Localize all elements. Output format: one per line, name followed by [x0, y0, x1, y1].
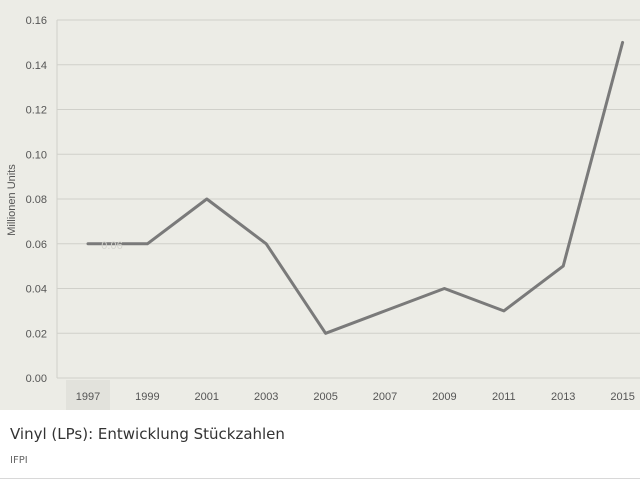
data-point[interactable]	[440, 285, 448, 293]
data-point[interactable]	[619, 38, 627, 46]
y-tick-label: 0.06	[26, 239, 47, 251]
y-axis-label: Millionen Units	[6, 164, 18, 236]
y-tick-labels: 0.00 0.02 0.04 0.06 0.08 0.10 0.12 0.14 0.16	[26, 15, 47, 385]
x-tick-label[interactable]: 2009	[432, 391, 456, 403]
chart-source: IFPI	[10, 455, 28, 466]
x-tick-label[interactable]: 2005	[313, 391, 337, 403]
data-point[interactable]	[322, 329, 330, 337]
x-tick-label[interactable]: 1999	[135, 391, 159, 403]
x-tick-label[interactable]: 2013	[551, 391, 575, 403]
y-tick-label: 0.10	[26, 149, 47, 161]
x-tick-label[interactable]: 1997	[76, 391, 100, 403]
data-point[interactable]	[559, 262, 567, 270]
data-point[interactable]	[203, 195, 211, 203]
tooltip-value: 0.06	[101, 240, 122, 252]
footer-divider	[0, 478, 640, 479]
y-tick-label: 0.00	[26, 373, 47, 385]
x-tick-labels: 1997 1999 2001 2003 2005 2007 2009 2011 2013 2015	[76, 391, 635, 403]
data-tooltip: 0.06	[101, 240, 122, 252]
data-point[interactable]	[143, 240, 151, 248]
grid-lines	[56, 19, 640, 379]
chart-title: Vinyl (LPs): Entwicklung Stückzahlen	[10, 425, 285, 443]
y-tick-label: 0.02	[26, 328, 47, 340]
chart-panel: 0.00 0.02 0.04 0.06 0.08 0.10 0.12 0.14 0.16 199…	[0, 0, 640, 410]
x-tick-label[interactable]: 2011	[492, 391, 516, 403]
y-tick-label: 0.16	[26, 15, 47, 27]
data-point[interactable]	[262, 240, 270, 248]
data-point[interactable]	[84, 240, 92, 248]
x-tick-highlight-box	[66, 380, 110, 410]
y-tick-label: 0.04	[26, 284, 47, 296]
x-tick-label[interactable]: 2007	[373, 391, 397, 403]
x-tick-highlight	[66, 380, 110, 410]
y-tick-label: 0.08	[26, 194, 47, 206]
x-tick-label[interactable]: 2003	[254, 391, 278, 403]
chart-footer: Vinyl (LPs): Entwicklung Stückzahlen IFP…	[0, 410, 640, 480]
x-tick-label[interactable]: 2001	[195, 391, 219, 403]
data-point[interactable]	[500, 307, 508, 315]
line-chart: 0.00 0.02 0.04 0.06 0.08 0.10 0.12 0.14 0.16 199…	[6, 15, 640, 410]
x-tick-label[interactable]: 2015	[610, 391, 634, 403]
y-tick-label: 0.12	[26, 105, 47, 117]
y-tick-label: 0.14	[26, 60, 47, 72]
series-layer	[84, 38, 627, 337]
data-point[interactable]	[381, 307, 389, 315]
series-line[interactable]	[86, 40, 625, 335]
